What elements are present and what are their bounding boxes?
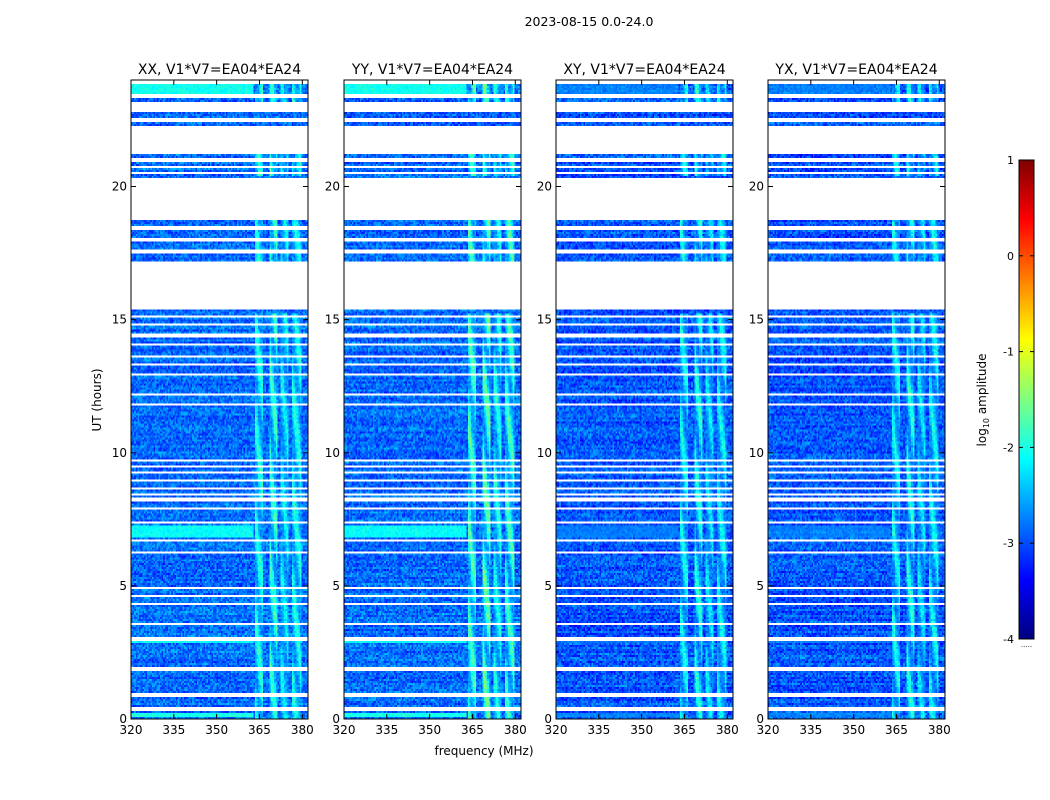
y-tick-label: 5 (332, 579, 340, 593)
x-axis-label: frequency (MHz) (434, 744, 533, 758)
colorbar-tick-label: 0 (1007, 250, 1014, 263)
x-tick-label: 380 (716, 723, 739, 737)
panel-xy: XY, V1*V7=EA04*EA24 320 335 350 365 380 0 5 10 15… (537, 62, 739, 737)
colorbar-label: log10 amplitude (975, 354, 991, 447)
waterfall-image-xy (556, 80, 733, 719)
panels-group: XX, V1*V7=EA04*EA24 320 335 350 365 380 0 5 10 15… (112, 62, 951, 737)
figure-suptitle: 2023-08-15 0.0-24.0 (525, 14, 654, 29)
panel-title-yx: YX, V1*V7=EA04*EA24 (774, 62, 937, 78)
y-tick-label: 0 (544, 712, 552, 726)
x-tick-label: 335 (799, 723, 822, 737)
x-tick-label: 380 (928, 723, 951, 737)
colorbar-tick-label: -3 (1003, 537, 1014, 550)
colorbar: -4 -3 -2 -1 0 1..... log10 amplitude (975, 154, 1035, 649)
y-tick-label: 10 (325, 446, 340, 460)
y-tick-label: 20 (112, 180, 127, 194)
y-tick-label: 20 (325, 180, 340, 194)
x-tick-label: 320 (757, 723, 780, 737)
y-tick-label: 0 (119, 712, 127, 726)
y-tick-label: 20 (537, 180, 552, 194)
panel-title-yy: YY, V1*V7=EA04*EA24 (351, 62, 513, 78)
x-tick-label: 365 (248, 723, 271, 737)
y-tick-label: 15 (537, 313, 552, 327)
colorbar-label-rest: amplitude (975, 354, 989, 418)
y-tick-label: 15 (112, 313, 127, 327)
waterfall-image-yy (344, 80, 521, 719)
x-tick-label: 350 (842, 723, 865, 737)
y-tick-label: 10 (112, 446, 127, 460)
waterfall-image-yx (768, 80, 945, 719)
panel-yx: YX, V1*V7=EA04*EA24 320 335 350 365 380 0 5 10 15… (749, 62, 951, 737)
colorbar-tick-label: -2 (1003, 441, 1014, 454)
panel-frame (343, 79, 522, 720)
x-tick-label: 335 (587, 723, 610, 737)
panel-title-xx: XX, V1*V7=EA04*EA24 (138, 62, 301, 78)
y-tick-label: 20 (749, 180, 764, 194)
x-tick-label: 320 (120, 723, 143, 737)
panel-title-xy: XY, V1*V7=EA04*EA24 (563, 62, 725, 78)
colorbar-label-sub: 10 (982, 418, 991, 428)
x-tick-label: 350 (205, 723, 228, 737)
colorbar-tick-label: -1 (1003, 346, 1014, 359)
x-tick-label: 380 (504, 723, 527, 737)
y-tick-label: 15 (325, 313, 340, 327)
colorbar-label-base: log (975, 428, 989, 446)
y-tick-label: 0 (332, 712, 340, 726)
colorbar-tick-label: -4 (1003, 633, 1014, 646)
y-tick-label: 5 (756, 579, 764, 593)
y-tick-label: 10 (537, 446, 552, 460)
y-tick-label: 5 (544, 579, 552, 593)
panel-frame (767, 79, 946, 720)
x-tick-label: 320 (545, 723, 568, 737)
colorbar-tick-label: 1 (1007, 154, 1014, 167)
x-tick-label: 365 (461, 723, 484, 737)
colorbar-under-note: ..... (1021, 641, 1032, 649)
x-tick-label: 365 (885, 723, 908, 737)
panel-yy: YY, V1*V7=EA04*EA24 320 335 350 365 380 0 5 10 15… (325, 62, 527, 737)
y-tick-label: 0 (756, 712, 764, 726)
x-tick-label: 365 (673, 723, 696, 737)
y-tick-label: 5 (119, 579, 127, 593)
panel-frame (555, 79, 734, 720)
waterfall-image-xx (131, 80, 308, 719)
x-tick-label: 380 (291, 723, 314, 737)
colorbar-gradient (1018, 159, 1035, 640)
x-tick-label: 335 (375, 723, 398, 737)
x-tick-label: 335 (162, 723, 185, 737)
y-tick-label: 10 (749, 446, 764, 460)
y-tick-label: 15 (749, 313, 764, 327)
panel-frame (130, 79, 309, 720)
x-tick-label: 320 (333, 723, 356, 737)
panel-xx: XX, V1*V7=EA04*EA24 320 335 350 365 380 0 5 10 15… (112, 62, 314, 737)
x-tick-label: 350 (630, 723, 653, 737)
y-axis-label: UT (hours) (90, 368, 104, 431)
x-tick-label: 350 (418, 723, 441, 737)
